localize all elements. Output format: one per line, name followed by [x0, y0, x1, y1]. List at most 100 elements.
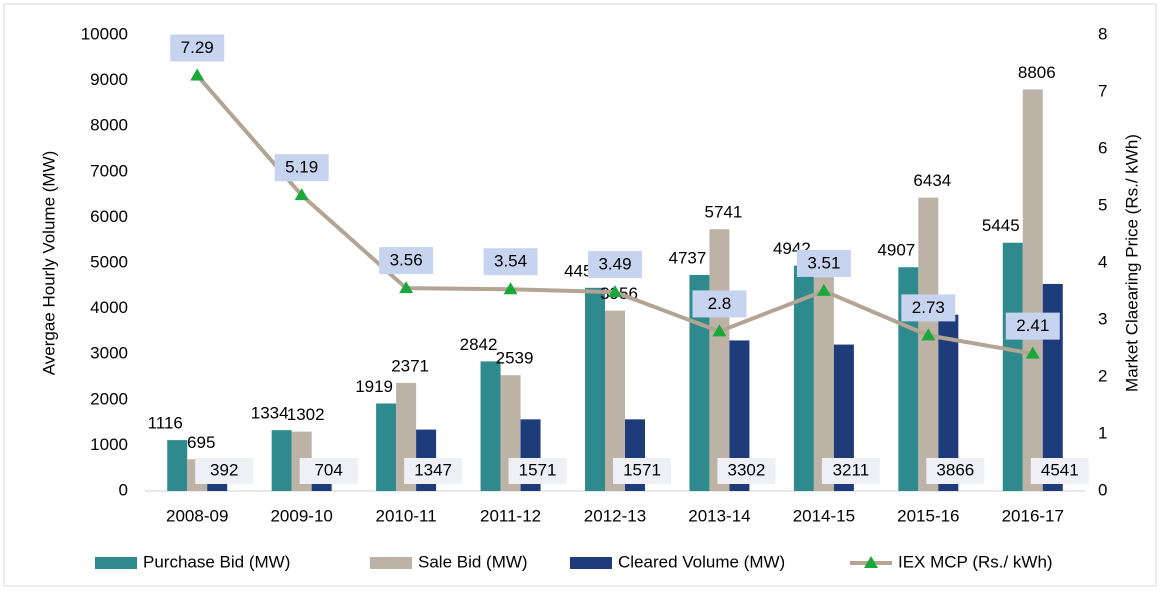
- marker: [190, 68, 205, 81]
- y2-tick-label: 0: [1098, 480, 1107, 499]
- data-label: 4737: [669, 248, 707, 267]
- data-label-box: [379, 247, 434, 275]
- bar: [689, 274, 710, 491]
- data-label: 695: [187, 433, 215, 452]
- data-label-box: [926, 458, 985, 484]
- bar: [729, 340, 750, 491]
- bar: [480, 361, 501, 491]
- data-label: 1919: [355, 377, 393, 396]
- y-tick-label: 9000: [90, 70, 128, 89]
- marker: [399, 281, 414, 294]
- data-label: 4907: [877, 241, 915, 260]
- data-label-box: [613, 458, 671, 484]
- marker: [816, 283, 831, 296]
- x-tick-label: 2012-13: [584, 506, 646, 525]
- data-label-box: [692, 290, 747, 318]
- y-tick-label: 5000: [90, 252, 128, 271]
- data-label: 4541: [1041, 460, 1079, 479]
- bar: [585, 287, 605, 491]
- marker: [712, 324, 727, 337]
- y2-tick-label: 2: [1098, 366, 1107, 385]
- data-label: 6434: [913, 171, 951, 190]
- bar: [1002, 242, 1023, 491]
- data-label-box: [299, 458, 358, 484]
- marker: [608, 285, 622, 298]
- data-label-box: [901, 294, 956, 322]
- marker: [503, 282, 518, 295]
- x-tick-label: 2011-12: [480, 506, 541, 525]
- data-label: 2842: [460, 335, 498, 354]
- data-label: 8806: [1018, 63, 1056, 82]
- data-label: 3.56: [390, 251, 423, 270]
- y2-tick-label: 3: [1098, 309, 1107, 328]
- data-label: 392: [210, 460, 238, 479]
- x-tick-label: 2008-09: [166, 506, 228, 525]
- data-label: 1571: [623, 460, 661, 479]
- data-label: 5.19: [285, 158, 318, 177]
- data-label: 5445: [982, 216, 1020, 235]
- y-tick-label: 10000: [81, 24, 128, 43]
- data-label: 2371: [391, 356, 429, 375]
- y-axis-title: Avergae Hourly Volume (MW): [39, 151, 58, 376]
- data-label-box: [588, 251, 642, 279]
- data-label-box: [404, 458, 463, 484]
- legend-label: Sale Bid (MW): [418, 552, 528, 571]
- bar: [813, 277, 834, 491]
- y2-axis-title: Market Claearing Price (Rs./ kWh): [1122, 134, 1141, 392]
- y2-tick-label: 5: [1098, 195, 1107, 214]
- data-label: 1334: [251, 404, 289, 423]
- chart-border: [3, 3, 1157, 587]
- data-label: 3302: [728, 460, 766, 479]
- legend-marker: [864, 556, 878, 568]
- y-tick-label: 0: [119, 480, 128, 499]
- y-tick-label: 8000: [90, 116, 128, 135]
- bar: [167, 440, 188, 491]
- y-tick-label: 6000: [90, 207, 128, 226]
- x-tick-label: 2014-15: [793, 506, 855, 525]
- y2-tick-label: 8: [1098, 24, 1107, 43]
- y2-tick-label: 1: [1098, 423, 1107, 442]
- data-label: 3866: [936, 460, 974, 479]
- data-label-box: [1005, 312, 1060, 340]
- bar: [793, 265, 814, 491]
- legend-swatch: [570, 557, 612, 569]
- data-label-box: [274, 154, 329, 182]
- legend-label: Cleared Volume (MW): [618, 552, 785, 571]
- x-tick-label: 2013-14: [688, 506, 750, 525]
- y-tick-label: 4000: [90, 298, 128, 317]
- bar: [271, 430, 292, 491]
- x-tick-label: 2010-11: [376, 506, 437, 525]
- data-label-box: [796, 249, 851, 277]
- data-label-box: [1030, 458, 1089, 484]
- legend-label: IEX MCP (Rs./ kWh): [898, 552, 1053, 571]
- marker: [921, 328, 936, 341]
- y2-tick-label: 7: [1098, 81, 1107, 100]
- data-label: 5741: [705, 203, 743, 222]
- y-tick-label: 2000: [90, 389, 128, 408]
- bar: [918, 197, 939, 491]
- y-tick-label: 3000: [90, 344, 128, 363]
- y2-tick-label: 6: [1098, 138, 1107, 157]
- data-label: 704: [314, 460, 342, 479]
- data-label: 2539: [496, 349, 534, 368]
- marker: [1025, 346, 1040, 359]
- data-label: 2.73: [912, 298, 945, 317]
- legend-label: Purchase Bid (MW): [143, 552, 290, 571]
- data-label-box: [508, 458, 567, 484]
- legend-swatch: [95, 557, 137, 569]
- bar: [709, 229, 730, 492]
- data-label: 1302: [287, 405, 325, 424]
- bar: [376, 403, 397, 491]
- data-label: 1347: [414, 460, 452, 479]
- y-tick-label: 1000: [90, 435, 128, 454]
- data-label: 1571: [519, 460, 557, 479]
- data-label-box: [483, 248, 538, 276]
- bar: [1022, 89, 1043, 491]
- data-label-box: [717, 458, 776, 484]
- legend-swatch: [370, 557, 412, 569]
- marker: [294, 188, 309, 201]
- data-label: 3.51: [807, 253, 840, 272]
- data-label-box: [821, 458, 880, 484]
